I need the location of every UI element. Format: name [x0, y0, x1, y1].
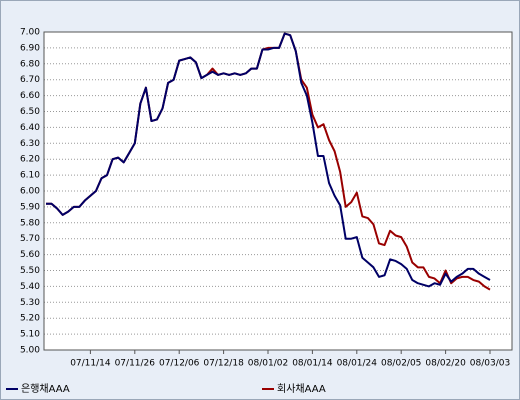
y-tick-label: 5.00	[20, 346, 40, 356]
y-tick-label: 5.70	[20, 234, 40, 244]
legend: 은행채AAA 회사채AAA	[6, 383, 326, 395]
y-tick-label: 6.70	[20, 75, 40, 85]
y-tick-label: 5.50	[20, 266, 40, 276]
y-tick-label: 5.90	[20, 202, 40, 212]
y-tick-label: 6.20	[20, 155, 40, 165]
legend-label: 은행채AAA	[21, 383, 70, 395]
legend-label: 회사채AAA	[277, 383, 326, 395]
plot-border	[43, 31, 513, 351]
x-tick-label: 08/01/14	[292, 359, 333, 369]
y-tick-label: 6.80	[20, 59, 40, 69]
x-tick-label: 08/02/05	[381, 359, 421, 369]
x-tick-label: 07/12/06	[159, 359, 200, 369]
x-tick-label: 07/11/14	[70, 359, 111, 369]
y-tick-label: 6.40	[20, 123, 40, 133]
y-tick-label: 7.00	[20, 28, 40, 38]
series-line	[46, 32, 491, 288]
y-tick-label: 6.10	[20, 171, 40, 181]
y-tick-label: 5.60	[20, 250, 40, 260]
y-tick-label: 6.00	[20, 187, 40, 197]
y-tick-label: 6.30	[20, 139, 40, 149]
x-tick-label: 08/01/24	[337, 359, 378, 369]
y-tick-label: 6.90	[20, 43, 40, 53]
x-tick-label: 08/01/02	[248, 359, 288, 369]
x-tick-label: 07/12/18	[203, 359, 244, 369]
x-tick-label: 07/11/26	[115, 359, 156, 369]
y-tick-label: 5.30	[20, 298, 40, 308]
x-tick-label: 08/03/03	[470, 359, 510, 369]
y-tick-label: 5.80	[20, 218, 40, 228]
y-tick-label: 5.20	[20, 314, 40, 324]
x-tick-label: 08/02/20	[425, 359, 466, 369]
y-tick-label: 6.50	[20, 107, 40, 117]
y-tick-label: 5.40	[20, 282, 40, 292]
y-tick-label: 6.60	[20, 91, 40, 101]
y-tick-label: 5.10	[20, 330, 40, 340]
